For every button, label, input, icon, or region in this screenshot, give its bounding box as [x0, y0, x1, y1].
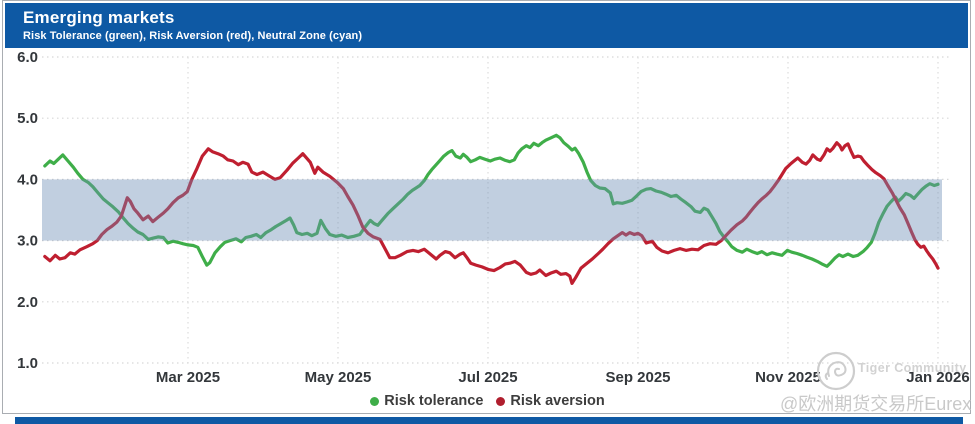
- watermark-community: Tiger Community: [858, 361, 967, 375]
- legend-label: Risk aversion: [510, 393, 605, 409]
- risk-tolerance-line: [43, 133, 940, 268]
- y-axis-tick-label: 5.0: [17, 110, 38, 127]
- x-axis-tick-label: Jul 2025: [458, 369, 517, 386]
- chart-subtitle: Risk Tolerance (green), Risk Aversion (r…: [23, 30, 363, 42]
- x-axis-tick-label: May 2025: [305, 369, 372, 386]
- risk-aversion-line: [43, 141, 940, 285]
- x-axis-tick-label: Sep 2025: [605, 369, 670, 386]
- x-axis-tick-label: Jan 2026: [906, 369, 969, 386]
- y-axis-tick-label: 2.0: [17, 294, 38, 311]
- legend-label: Risk tolerance: [384, 393, 484, 409]
- x-axis-tick-label: Mar 2025: [156, 369, 220, 386]
- legend-item-risk-tolerance: Risk tolerance: [370, 393, 483, 409]
- tiger-community-logo-icon: [816, 351, 856, 391]
- risk-tolerance-dot-icon: [370, 396, 380, 406]
- y-axis-tick-label: 4.0: [17, 171, 38, 188]
- legend-item-risk-aversion: Risk aversion: [496, 393, 605, 409]
- page-title: Emerging markets: [23, 8, 175, 27]
- watermark-account: @欧洲期货交易所Eurex: [780, 394, 972, 414]
- chart-legend: Risk tolerance Risk aversion: [0, 392, 975, 410]
- footer-accent-bar: [15, 417, 963, 424]
- chart-header: Emerging markets Risk Tolerance (green),…: [5, 3, 968, 48]
- y-axis-tick-label: 6.0: [17, 49, 38, 66]
- risk-aversion-dot-icon: [496, 396, 506, 406]
- y-axis-tick-label: 3.0: [17, 233, 38, 250]
- y-axis-tick-label: 1.0: [17, 355, 38, 372]
- x-axis-tick-label: Nov 2025: [755, 369, 821, 386]
- neutral-zone-band: [42, 179, 942, 241]
